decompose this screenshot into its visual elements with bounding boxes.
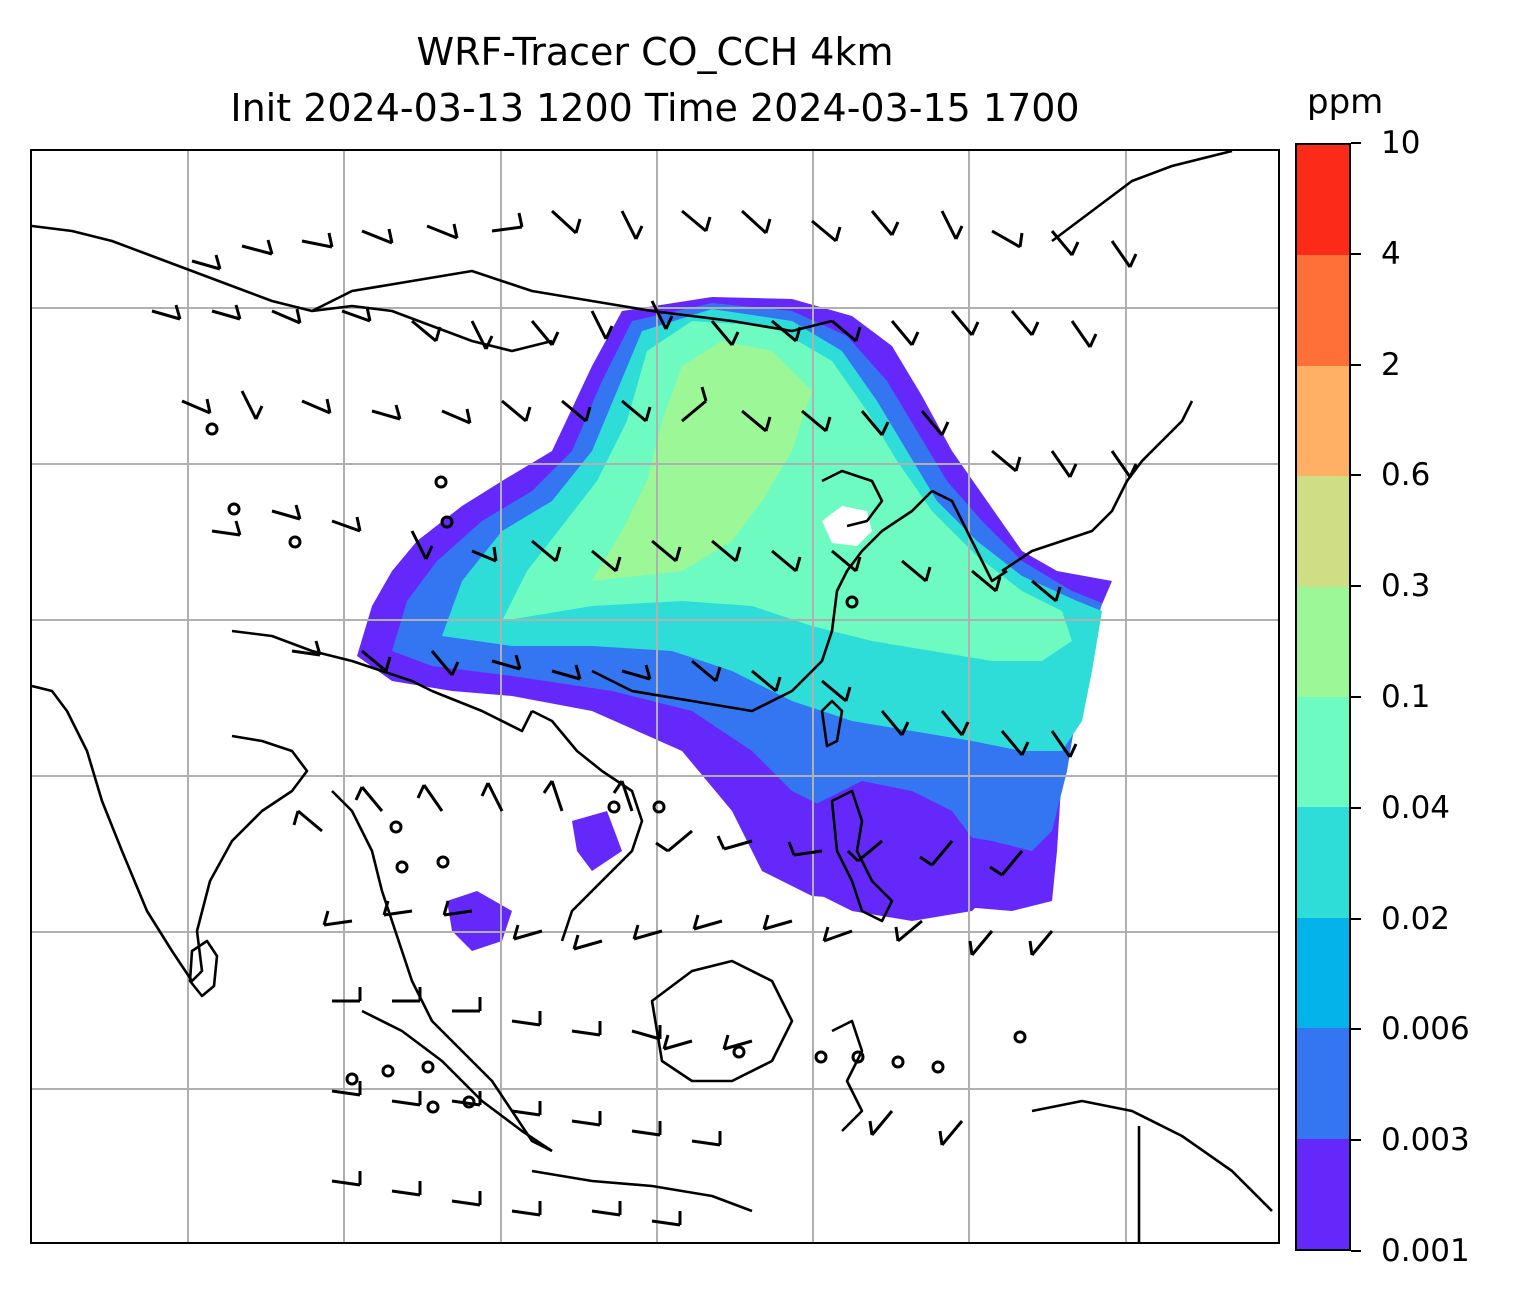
coastline-java [531, 1169, 753, 1213]
coastline-vietnam [531, 709, 644, 942]
colorbar-segment [1297, 696, 1349, 808]
colorbar-tick-label: 0.003 [1381, 1122, 1470, 1159]
coastline-india [32, 684, 309, 983]
colorbar-tick-label: 0.04 [1381, 789, 1451, 826]
map-canvas [32, 151, 1278, 1242]
colorbar-tick-mark [1351, 474, 1361, 477]
colorbar-tick-label: 0.6 [1381, 457, 1431, 494]
colorbar-tick-label: 0.006 [1381, 1011, 1470, 1048]
coastline-sulawesi [831, 1019, 864, 1132]
colorbar-tick-label: 0.02 [1381, 900, 1451, 937]
coastline-taiwan [820, 699, 844, 748]
colorbar-tick-mark [1351, 363, 1361, 366]
colorbar-tick-mark [1351, 1139, 1361, 1142]
colorbar-tick-label: 0.3 [1381, 568, 1431, 605]
colorbar-tick-label: 10 [1381, 125, 1421, 161]
coastline-sri-lanka [188, 939, 219, 998]
coastline-indochina [331, 790, 553, 1153]
colorbar-segment [1297, 1138, 1349, 1249]
plume-shade-5 [592, 341, 812, 581]
colorbar-tick-mark [1351, 696, 1361, 698]
colorbar-segment [1297, 917, 1349, 1029]
coastline-new-guinea [1031, 1099, 1273, 1212]
colorbar-tick-mark [1351, 585, 1361, 588]
coastline-russia-east [1051, 151, 1233, 243]
coastline-bohai [821, 469, 884, 528]
colorbar-segment [1297, 807, 1349, 918]
colorbar-segment [1297, 255, 1349, 366]
colorbar-segment [1297, 365, 1349, 477]
plume-cover-central-south [812, 781, 992, 921]
border-mongolia [311, 269, 833, 333]
coastline-sumatra [361, 1009, 553, 1153]
map-panel [30, 149, 1280, 1244]
colorbar-tick-label: 4 [1381, 235, 1401, 272]
coastline-philippines [830, 789, 894, 923]
colorbar-tick-mark [1351, 252, 1361, 255]
colorbar-tick-mark [1351, 917, 1361, 920]
coastline-korea [931, 489, 1008, 583]
coastline-japan [1001, 400, 1194, 573]
plume-cover-south [447, 811, 622, 951]
colorbar-tick-mark [1351, 1028, 1361, 1031]
colorbar-tick-mark [1351, 1250, 1361, 1252]
colorbar-tick-mark [1351, 142, 1361, 144]
map-title-line-2: Init 2024-03-13 1200 Time 2024-03-15 170… [230, 86, 1080, 130]
border-china-inner [431, 689, 534, 733]
coastline-borneo [650, 959, 794, 1083]
colorbar-tick-mark [1351, 806, 1361, 809]
border-himalaya [231, 629, 433, 693]
colorbar [1295, 143, 1351, 1251]
gridlines [32, 151, 1278, 1242]
colorbar-unit: ppm [1307, 82, 1384, 122]
plume-shade-4 [502, 321, 1072, 661]
wind-barbs [151, 209, 1138, 1227]
colorbar-segment [1297, 1028, 1349, 1139]
colorbar-tick-label: 0.1 [1381, 679, 1431, 715]
coastline-china [591, 490, 933, 713]
colorbar-segment [1297, 144, 1349, 256]
border-central-asia [32, 224, 553, 353]
colorbar-segment [1297, 476, 1349, 587]
map-title-line-1: WRF-Tracer CO_CCH 4km [416, 30, 894, 74]
colorbar-tick-label: 0.001 [1381, 1233, 1470, 1269]
calm-wind-markers [205, 422, 1027, 1114]
colorbar-tick-label: 2 [1381, 346, 1401, 383]
colorbar-segment [1297, 586, 1349, 697]
tracer-plume [357, 297, 1112, 951]
